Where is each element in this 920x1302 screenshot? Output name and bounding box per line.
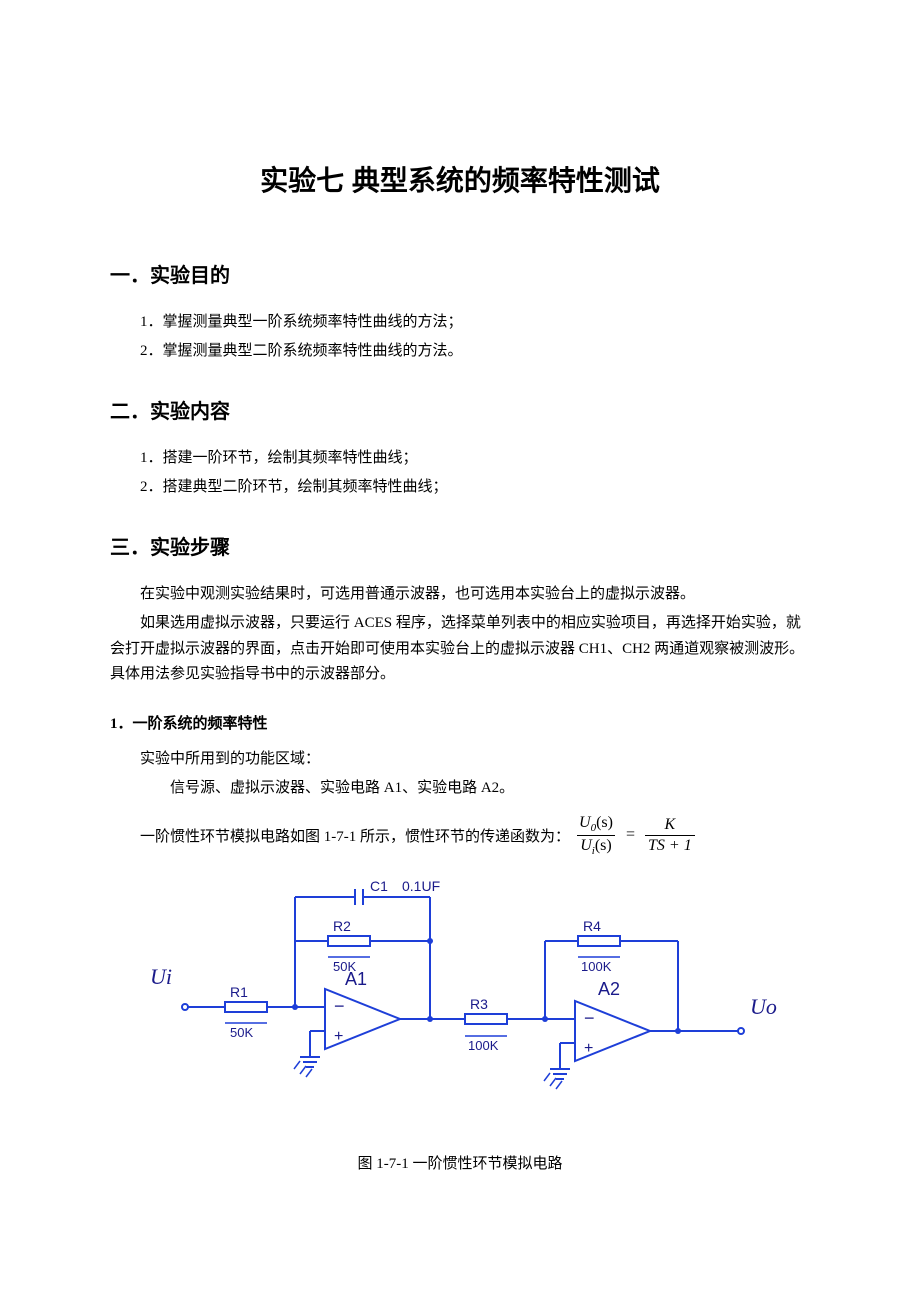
a1-plus: +: [334, 1028, 343, 1045]
frac-left-num: U0(s): [576, 814, 616, 835]
sec1-item1: 1．掌握测量典型一阶系统频率特性曲线的方法；: [110, 310, 810, 336]
frac-right-den: TS + 1: [645, 835, 695, 855]
ui-s: (s): [595, 837, 612, 854]
sec1-item2: 2．掌握测量典型二阶系统频率特性曲线的方法。: [110, 339, 810, 365]
sec3-p2: 如果选用虚拟示波器，只要运行 ACES 程序，选择菜单列表中的相应实验项目，再选…: [110, 611, 810, 688]
page: 实验七 典型系统的频率特性测试 一．实验目的 1．掌握测量典型一阶系统频率特性曲…: [0, 0, 920, 1302]
label-a1: A1: [345, 969, 367, 989]
circuit-diagram: Ui R1 50K R2 50K: [110, 879, 810, 1173]
fraction-left: U0(s) Ui(s): [576, 814, 616, 857]
sec3-heading: 三．实验步骤: [110, 531, 810, 560]
ui: U: [580, 837, 592, 854]
sec2-item1: 1．搭建一阶环节，绘制其频率特性曲线；: [110, 446, 810, 472]
label-uo: Uo: [750, 994, 777, 1019]
label-ui: Ui: [150, 964, 172, 989]
figure-caption: 图 1-7-1 一阶惯性环节模拟电路: [110, 1152, 810, 1173]
label-r4v: 100K: [581, 959, 612, 974]
label-r2: R2: [333, 918, 351, 934]
u0: U: [579, 814, 591, 831]
a2-plus: +: [584, 1040, 593, 1057]
label-r1v: 50K: [230, 1025, 253, 1040]
label-r1: R1: [230, 984, 248, 1000]
sec1-heading: 一．实验目的: [110, 259, 810, 288]
a1-minus: −: [334, 996, 345, 1016]
sec2-item2: 2．搭建典型二阶环节，绘制其频率特性曲线；: [110, 475, 810, 501]
page-title: 实验七 典型系统的频率特性测试: [110, 159, 810, 199]
sub-p1: 实验中所用到的功能区域：: [110, 747, 810, 773]
fraction-right: K TS + 1: [645, 816, 695, 855]
label-a2: A2: [598, 979, 620, 999]
circuit-svg: Ui R1 50K R2 50K: [130, 879, 790, 1129]
label-c1: C1: [370, 879, 388, 894]
label-r4: R4: [583, 918, 601, 934]
a2-minus: −: [584, 1008, 595, 1028]
frac-right-num: K: [662, 816, 679, 835]
sub-p2: 信号源、虚拟示波器、实验电路 A1、实验电路 A2。: [110, 776, 810, 802]
sec2-heading: 二．实验内容: [110, 395, 810, 424]
label-r3: R3: [470, 996, 488, 1012]
formula-lead: 一阶惯性环节模拟电路如图 1-7-1 所示，惯性环节的传递函数为：: [110, 825, 570, 846]
sub-heading: 1．一阶系统的频率特性: [110, 712, 810, 733]
equals: =: [626, 826, 635, 844]
label-r3v: 100K: [468, 1038, 499, 1053]
frac-left-den: Ui(s): [577, 835, 615, 857]
formula-line: 一阶惯性环节模拟电路如图 1-7-1 所示，惯性环节的传递函数为： U0(s) …: [110, 814, 810, 857]
label-c1v: 0.1UF: [402, 879, 440, 894]
sec3-p1: 在实验中观测实验结果时，可选用普通示波器，也可选用本实验台上的虚拟示波器。: [110, 582, 810, 608]
u0-s: (s): [596, 814, 613, 831]
